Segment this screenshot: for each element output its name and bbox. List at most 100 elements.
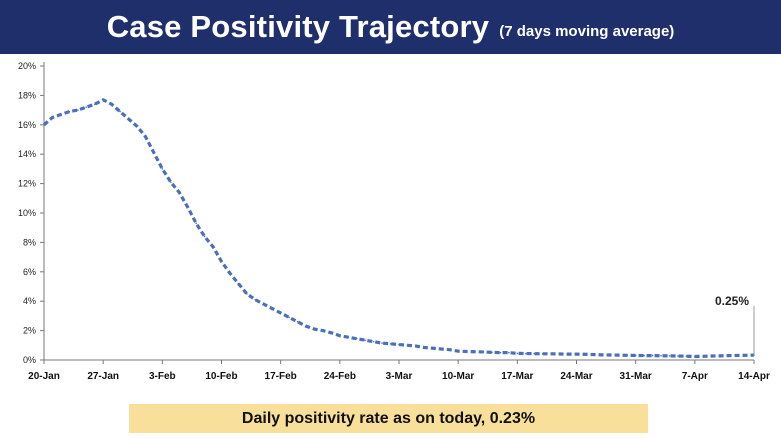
data-point xyxy=(203,235,206,238)
data-point xyxy=(508,351,510,354)
x-tick-label: 17-Feb xyxy=(265,371,297,382)
data-point xyxy=(288,316,290,319)
header-banner: Case Positivity Trajectory (7 days movin… xyxy=(0,0,781,54)
x-tick-label: 27-Jan xyxy=(87,371,119,382)
x-tick-label: 10-Mar xyxy=(442,371,474,382)
data-point xyxy=(592,353,595,356)
x-tick-label: 10-Feb xyxy=(205,371,237,382)
data-point xyxy=(465,350,468,353)
x-tick-label: 31-Mar xyxy=(620,371,652,382)
data-point xyxy=(744,354,747,357)
data-point xyxy=(195,222,197,225)
data-point xyxy=(313,328,316,330)
data-point xyxy=(110,103,113,106)
x-tick-label: 17-Mar xyxy=(501,371,533,382)
data-point xyxy=(499,351,502,354)
data-point xyxy=(584,353,586,356)
data-point xyxy=(533,352,536,355)
data-point xyxy=(279,312,282,314)
data-point xyxy=(161,168,164,170)
data-point xyxy=(626,354,629,357)
data-point xyxy=(448,348,451,351)
data-point xyxy=(322,329,324,332)
data-point xyxy=(617,354,620,356)
data-point xyxy=(93,103,96,106)
value-annotation-label: 0.25% xyxy=(715,294,749,308)
data-point xyxy=(68,110,71,113)
x-axis-group: 20-Jan 27-Jan 3-Feb 10-Feb 17-Feb 24-Feb 3-Mar… xyxy=(28,359,770,382)
data-point xyxy=(178,191,181,194)
data-point xyxy=(491,351,493,354)
data-point xyxy=(364,339,366,341)
data-point xyxy=(727,354,730,357)
data-point xyxy=(220,260,223,263)
data-point xyxy=(634,354,637,357)
daily-positivity-banner: Daily positivity rate as on today, 0.23% xyxy=(129,404,648,433)
data-point xyxy=(440,348,443,350)
x-tick-label: 24-Mar xyxy=(560,371,592,382)
data-point xyxy=(77,109,79,111)
x-tick-label: 24-Feb xyxy=(324,371,356,382)
data-point xyxy=(85,106,88,108)
data-point xyxy=(643,354,645,357)
y-tick-label: 8% xyxy=(23,237,36,247)
y-tick-label: 18% xyxy=(18,90,36,100)
y-tick-label: 20% xyxy=(18,61,36,71)
data-point xyxy=(651,354,654,357)
chart-area: 0% 2% 4% 6% 8% 10% 12% 14% 16% 18% 20% 20-Jan 27-Ja… xyxy=(0,54,781,384)
data-point xyxy=(186,206,189,208)
data-point xyxy=(710,355,713,357)
data-point xyxy=(43,124,45,126)
data-point xyxy=(212,246,214,248)
data-point xyxy=(406,344,409,347)
data-point xyxy=(169,181,172,183)
data-point xyxy=(144,135,147,138)
data-point xyxy=(668,355,671,357)
data-point xyxy=(474,350,476,353)
series-line xyxy=(42,98,755,359)
data-point xyxy=(567,353,569,355)
y-tick-label: 16% xyxy=(18,120,36,130)
annotation-group: 0.25% xyxy=(715,294,755,357)
data-point xyxy=(736,354,738,357)
data-point xyxy=(305,325,307,327)
data-point xyxy=(347,336,350,339)
y-tick-label: 4% xyxy=(23,296,36,306)
data-point xyxy=(60,113,62,116)
y-tick-label: 10% xyxy=(18,208,36,218)
data-point xyxy=(609,354,612,356)
data-point xyxy=(339,334,341,337)
data-point xyxy=(389,343,392,345)
page-subtitle: (7 days moving average) xyxy=(499,22,675,40)
x-tick-label: 3-Feb xyxy=(149,371,176,382)
y-tick-label: 6% xyxy=(23,267,36,277)
data-point xyxy=(330,332,333,334)
data-point xyxy=(423,346,426,349)
data-point xyxy=(237,282,240,285)
data-point xyxy=(719,355,721,357)
data-point xyxy=(685,355,688,357)
data-point xyxy=(432,347,434,350)
data-point xyxy=(524,352,527,355)
positivity-line-chart: 0% 2% 4% 6% 8% 10% 12% 14% 16% 18% 20% 20-Jan 27-Ja… xyxy=(18,61,770,382)
page-title: Case Positivity Trajectory xyxy=(106,9,490,44)
data-point xyxy=(702,355,705,358)
data-point xyxy=(254,298,257,301)
data-point xyxy=(677,355,679,357)
data-point xyxy=(381,342,383,344)
data-point xyxy=(229,272,231,275)
data-point xyxy=(601,354,603,356)
series-group xyxy=(42,98,755,359)
data-point xyxy=(296,320,299,323)
data-point xyxy=(246,293,248,295)
data-point xyxy=(271,307,274,310)
data-point xyxy=(694,355,696,358)
data-point xyxy=(127,118,130,120)
x-tick-label: 20-Jan xyxy=(28,371,60,382)
data-point xyxy=(355,337,358,340)
data-point xyxy=(457,350,459,352)
y-tick-label: 2% xyxy=(23,326,36,336)
data-point xyxy=(102,99,104,101)
data-point xyxy=(51,116,54,119)
y-tick-label: 12% xyxy=(18,179,36,189)
